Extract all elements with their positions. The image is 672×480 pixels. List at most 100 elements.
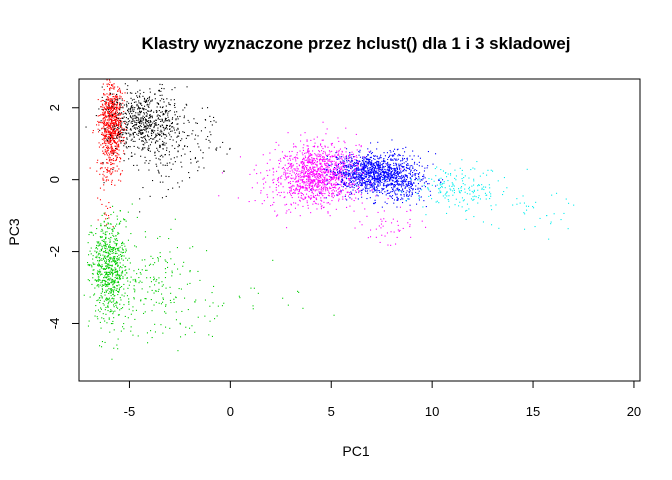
data-point [117,97,119,99]
data-point [118,121,120,123]
data-point [119,286,121,288]
data-point [336,174,338,176]
data-point [112,147,114,149]
data-point [119,122,121,124]
data-point [117,247,119,249]
data-point [392,184,394,186]
data-point [120,113,122,115]
data-point [89,264,91,266]
data-point [115,262,117,264]
data-point [100,271,102,273]
data-point [118,289,120,291]
data-point [183,261,185,263]
data-point [118,108,120,110]
data-point [110,111,112,113]
data-point [184,107,186,109]
data-point [195,134,197,136]
data-point [388,173,390,175]
data-point [183,115,185,117]
data-point [101,317,103,319]
data-point [393,173,395,175]
data-point [361,179,363,181]
data-point [290,195,292,197]
data-point [331,193,333,195]
data-point [163,101,165,103]
data-point [122,276,124,278]
data-point [114,98,116,100]
data-point [104,280,106,282]
data-point [294,192,296,194]
data-point [341,176,343,178]
data-point [105,313,107,315]
data-point [111,120,113,122]
data-point [394,193,396,195]
data-point [204,315,206,317]
data-point [139,132,141,134]
data-point [386,185,388,187]
data-point [355,165,357,167]
data-point [404,174,406,176]
data-point [339,189,341,191]
data-point [374,180,376,182]
data-point [330,164,332,166]
data-point [115,239,117,241]
data-point [106,223,108,225]
data-point [335,184,337,186]
data-point [105,252,107,254]
data-point [101,214,103,216]
data-point [175,141,177,143]
data-point [110,132,112,134]
data-point [101,248,103,250]
data-point [310,188,312,190]
data-point [112,256,114,258]
data-point [195,299,197,301]
data-point [310,153,312,155]
data-point [329,158,331,160]
data-point [114,271,116,273]
data-point [164,137,166,139]
data-point [113,133,115,135]
data-point [105,135,107,137]
data-point [406,185,408,187]
data-point [104,291,106,293]
data-point [314,173,316,175]
data-point [109,251,111,253]
data-point [186,283,188,285]
data-point [118,123,120,125]
data-point [340,166,342,168]
data-point [369,163,371,165]
data-point [169,125,171,127]
data-point [113,141,115,143]
data-point [333,177,335,179]
data-point [109,87,111,89]
data-point [302,180,304,182]
data-point [116,134,118,136]
data-point [289,157,291,159]
data-point [134,124,136,126]
data-point [137,134,139,136]
data-point [146,100,148,102]
data-point [390,172,392,174]
data-point [391,154,393,156]
data-point [113,227,115,229]
data-point [381,164,383,166]
data-point [338,187,340,189]
data-point [154,123,156,125]
data-point [105,260,107,262]
data-point [317,177,319,179]
data-point [139,122,141,124]
data-point [353,165,355,167]
data-point [302,185,304,187]
data-point [400,168,402,170]
data-point [308,168,310,170]
data-point [98,108,100,110]
data-point [116,105,118,107]
data-point [101,284,103,286]
data-point [114,102,116,104]
data-point [326,179,328,181]
data-point [161,285,163,287]
data-point [163,142,165,144]
data-point [377,169,379,171]
data-point [158,158,160,160]
data-point [313,180,315,182]
